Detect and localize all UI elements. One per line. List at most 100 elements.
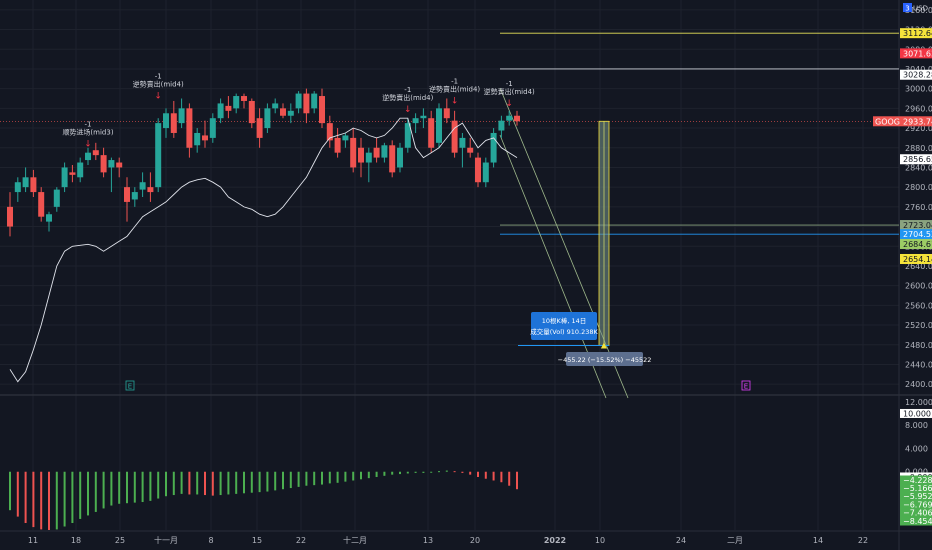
histogram-bar [297, 471, 300, 487]
signal-prefix: -1 [451, 78, 458, 86]
signal-prefix: -1 [506, 80, 513, 88]
candle-body [428, 118, 435, 148]
price-tick-label: 2800.00 [905, 183, 932, 192]
histogram-bar [516, 471, 518, 490]
signal-label: 逆勢賣出(mid4) [382, 93, 433, 102]
price-tick-label: 2840.00 [905, 163, 932, 172]
earnings-label: E [744, 383, 748, 391]
currency-label[interactable]: USD [913, 5, 928, 13]
date-tick-label: 14 [813, 536, 823, 545]
date-tick-label: 10 [595, 536, 605, 545]
currency-badge[interactable]: 3 [905, 5, 909, 13]
candle-body [61, 167, 68, 188]
candle [256, 108, 263, 148]
histogram-bar [79, 471, 82, 519]
histogram-bar [266, 471, 269, 492]
candle [381, 142, 388, 163]
date-tick-label: 22 [858, 536, 868, 545]
candle-body [131, 192, 138, 200]
measure-delta-box[interactable] [566, 352, 643, 366]
histogram-bar [63, 471, 66, 527]
candle-body [155, 123, 162, 188]
histogram-bar [118, 471, 121, 504]
symbol-tag-bg [873, 116, 900, 127]
candle-body [295, 93, 302, 109]
candle-body [85, 152, 91, 161]
histogram-bar [375, 471, 378, 477]
candle [178, 98, 185, 129]
candle [241, 93, 247, 109]
price-tag-bg [900, 116, 932, 127]
candle [389, 140, 396, 178]
histogram-bar [180, 471, 183, 494]
candle [46, 211, 52, 232]
candle [287, 103, 294, 124]
candle-body [241, 96, 247, 101]
candle-body [7, 206, 13, 227]
earnings-marker[interactable] [125, 380, 135, 391]
price-tick-label: 2400.00 [905, 380, 932, 389]
price-tick-label: 2760.00 [905, 203, 932, 212]
candle [108, 157, 115, 193]
histogram-bar [141, 471, 144, 503]
histogram-bar [9, 471, 11, 511]
histogram-bar [469, 471, 472, 475]
candle [38, 187, 45, 222]
candle [69, 164, 76, 183]
candle-body [404, 123, 411, 148]
price-tag-label: 2856.65 [903, 155, 932, 164]
oscillator-tag-label: −4.228 [903, 476, 932, 485]
oscillator-tag-label: −5.952 [903, 492, 932, 501]
oscillator-tag-label: −8.454 [903, 517, 932, 526]
measure-delta-label: −455.22 (−15.52%) −45522 [558, 356, 652, 364]
candle-body [373, 147, 380, 158]
candle-body [217, 103, 224, 119]
trend-line-upper[interactable] [499, 87, 629, 399]
candle [22, 167, 29, 193]
histogram-bar [258, 471, 261, 493]
oscillator-tag-label: −7.406 [903, 509, 932, 518]
candle-body [202, 135, 208, 141]
candle [475, 152, 481, 188]
histogram-bar [430, 471, 433, 473]
candle [77, 157, 84, 183]
measure-info-box[interactable] [531, 312, 597, 340]
candle-body [389, 145, 396, 173]
candle-body [365, 152, 372, 163]
candle-body [287, 110, 294, 116]
candle [451, 110, 458, 158]
horizontal-lines[interactable] [0, 32, 899, 235]
candle-body [280, 108, 286, 116]
currency-badge-bg[interactable] [903, 3, 912, 12]
earnings-marker[interactable] [741, 380, 751, 391]
histogram-bar [250, 471, 253, 493]
candle-body [397, 147, 403, 168]
price-tag-label: 3112.64 [903, 29, 932, 38]
candle [147, 172, 154, 202]
currency-header[interactable]: 3 USD [903, 3, 928, 13]
oscillator-tag-bg [900, 491, 932, 501]
candle [139, 172, 146, 197]
price-tag-label: 2684.61 [903, 240, 932, 249]
date-tick-label: 18 [71, 536, 81, 545]
candle-body [381, 145, 388, 158]
signal-prefix: -1 [155, 73, 162, 81]
histogram-bar [500, 471, 503, 483]
candle-body [506, 115, 513, 121]
price-tag-label: 3071.63 [903, 49, 932, 58]
oscillator-pane [9, 470, 518, 530]
price-tick-label: 2640.00 [905, 262, 932, 271]
candle [53, 187, 60, 212]
candle-body [163, 113, 169, 129]
signal-prefix: -1 [404, 86, 411, 94]
candle [14, 177, 21, 202]
price-tick-label: 2960.00 [905, 104, 932, 113]
date-tick-label: 2022 [544, 536, 566, 545]
candle-body [233, 96, 240, 109]
price-tick-label: 2440.00 [905, 360, 932, 369]
histogram-bar [399, 471, 401, 475]
candle [295, 91, 302, 114]
